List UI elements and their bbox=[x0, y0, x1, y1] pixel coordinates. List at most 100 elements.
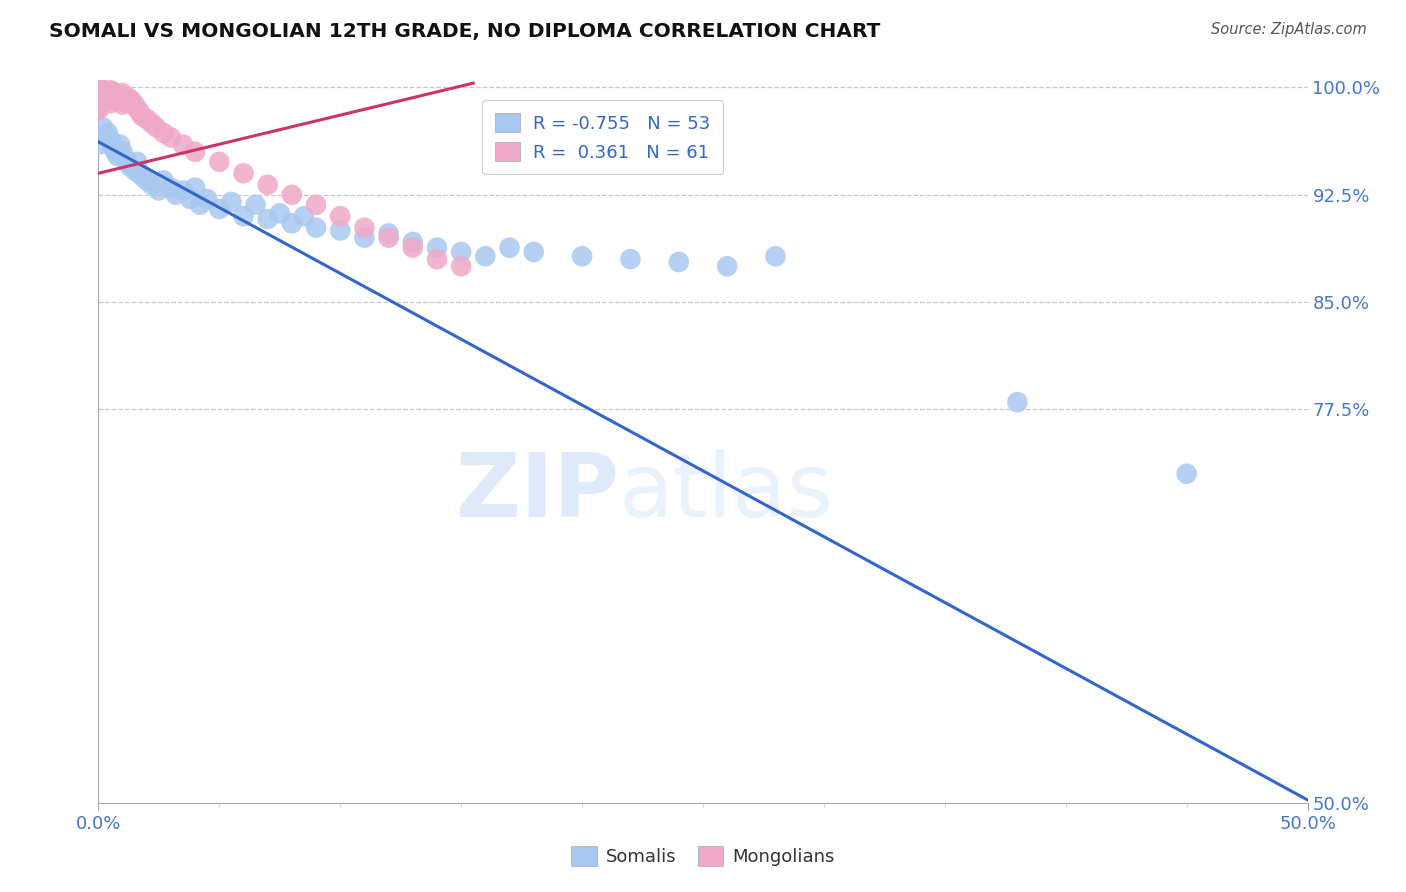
Point bbox=[131, 169, 153, 183]
Point bbox=[523, 244, 546, 259]
Point bbox=[377, 230, 399, 244]
Point bbox=[128, 166, 150, 180]
Point bbox=[87, 80, 110, 95]
Point bbox=[127, 102, 149, 116]
Point bbox=[111, 97, 134, 112]
Point bbox=[97, 90, 120, 104]
Point bbox=[117, 96, 139, 111]
Point bbox=[152, 173, 174, 187]
Text: ZIP: ZIP bbox=[456, 449, 619, 535]
Point bbox=[269, 206, 291, 220]
Point bbox=[179, 192, 201, 206]
Point bbox=[100, 133, 122, 147]
Point bbox=[188, 198, 211, 212]
Point bbox=[402, 241, 425, 255]
Point bbox=[1007, 395, 1029, 409]
Point bbox=[121, 95, 143, 109]
Point bbox=[172, 184, 194, 198]
Point bbox=[91, 90, 114, 104]
Point bbox=[108, 89, 131, 103]
Point bbox=[90, 90, 112, 104]
Point bbox=[135, 112, 157, 126]
Point bbox=[131, 109, 153, 123]
Point bbox=[765, 249, 787, 263]
Point bbox=[184, 145, 207, 159]
Text: atlas: atlas bbox=[619, 449, 834, 535]
Point bbox=[101, 90, 124, 104]
Point bbox=[450, 244, 472, 259]
Point bbox=[87, 97, 110, 112]
Point bbox=[94, 85, 117, 99]
Point bbox=[90, 82, 112, 96]
Point bbox=[100, 96, 122, 111]
Point bbox=[232, 209, 254, 223]
Point bbox=[87, 95, 110, 109]
Point bbox=[104, 86, 127, 100]
Point bbox=[281, 187, 304, 202]
Point bbox=[91, 83, 114, 97]
Point bbox=[100, 87, 122, 102]
Point bbox=[232, 166, 254, 180]
Point bbox=[208, 202, 231, 216]
Point bbox=[426, 252, 449, 266]
Point bbox=[474, 249, 496, 263]
Point bbox=[111, 86, 134, 100]
Point bbox=[127, 154, 149, 169]
Point bbox=[97, 126, 120, 140]
Point bbox=[87, 83, 110, 97]
Point bbox=[245, 198, 267, 212]
Point bbox=[281, 216, 304, 230]
Point bbox=[353, 230, 375, 244]
Point bbox=[104, 145, 127, 159]
Point bbox=[124, 163, 146, 178]
Point bbox=[353, 220, 375, 235]
Point bbox=[117, 154, 139, 169]
Point bbox=[94, 93, 117, 107]
Point bbox=[114, 152, 136, 166]
Point bbox=[111, 92, 134, 106]
Point bbox=[305, 198, 328, 212]
Point bbox=[87, 103, 110, 118]
Point bbox=[256, 212, 278, 227]
Point bbox=[97, 86, 120, 100]
Point bbox=[377, 227, 399, 241]
Point bbox=[90, 87, 112, 102]
Point bbox=[101, 85, 124, 99]
Point bbox=[87, 92, 110, 106]
Point bbox=[160, 130, 183, 145]
Point bbox=[165, 187, 187, 202]
Point bbox=[1175, 467, 1198, 481]
Point bbox=[94, 130, 117, 145]
Point bbox=[195, 192, 218, 206]
Point bbox=[118, 159, 141, 173]
Point bbox=[94, 89, 117, 103]
Point bbox=[87, 86, 110, 100]
Legend: Somalis, Mongolians: Somalis, Mongolians bbox=[564, 838, 842, 873]
Point bbox=[135, 173, 157, 187]
Point bbox=[619, 252, 641, 266]
Point bbox=[450, 260, 472, 274]
Point bbox=[118, 92, 141, 106]
Point bbox=[160, 180, 183, 194]
Point bbox=[107, 93, 129, 107]
Point bbox=[305, 220, 328, 235]
Point bbox=[107, 87, 129, 102]
Point bbox=[329, 209, 352, 223]
Point bbox=[90, 85, 112, 99]
Point bbox=[107, 149, 129, 163]
Point bbox=[111, 145, 134, 159]
Point bbox=[716, 260, 738, 274]
Point bbox=[117, 90, 139, 104]
Point bbox=[91, 120, 114, 135]
Point bbox=[101, 140, 124, 154]
Point bbox=[100, 83, 122, 97]
Point bbox=[87, 100, 110, 114]
Text: SOMALI VS MONGOLIAN 12TH GRADE, NO DIPLOMA CORRELATION CHART: SOMALI VS MONGOLIAN 12TH GRADE, NO DIPLO… bbox=[49, 22, 880, 41]
Point bbox=[148, 184, 170, 198]
Text: Source: ZipAtlas.com: Source: ZipAtlas.com bbox=[1211, 22, 1367, 37]
Point bbox=[108, 137, 131, 152]
Point bbox=[668, 255, 690, 269]
Point bbox=[104, 92, 127, 106]
Point bbox=[184, 180, 207, 194]
Point bbox=[172, 137, 194, 152]
